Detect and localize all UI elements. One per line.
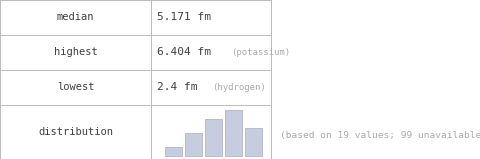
Polygon shape [205,119,222,156]
Polygon shape [245,128,263,156]
Text: median: median [57,13,95,22]
Text: 5.171 fm: 5.171 fm [157,13,211,22]
Text: 6.404 fm: 6.404 fm [157,48,211,57]
Text: (potassium): (potassium) [231,48,290,57]
Text: (based on 19 values; 99 unavailable): (based on 19 values; 99 unavailable) [279,131,480,140]
Text: (hydrogen): (hydrogen) [212,83,266,92]
Polygon shape [225,110,242,156]
Text: highest: highest [54,48,97,57]
Text: distribution: distribution [38,127,113,137]
Text: 2.4 fm: 2.4 fm [157,83,197,92]
Polygon shape [165,147,182,156]
Polygon shape [185,133,202,156]
Text: lowest: lowest [57,83,95,92]
